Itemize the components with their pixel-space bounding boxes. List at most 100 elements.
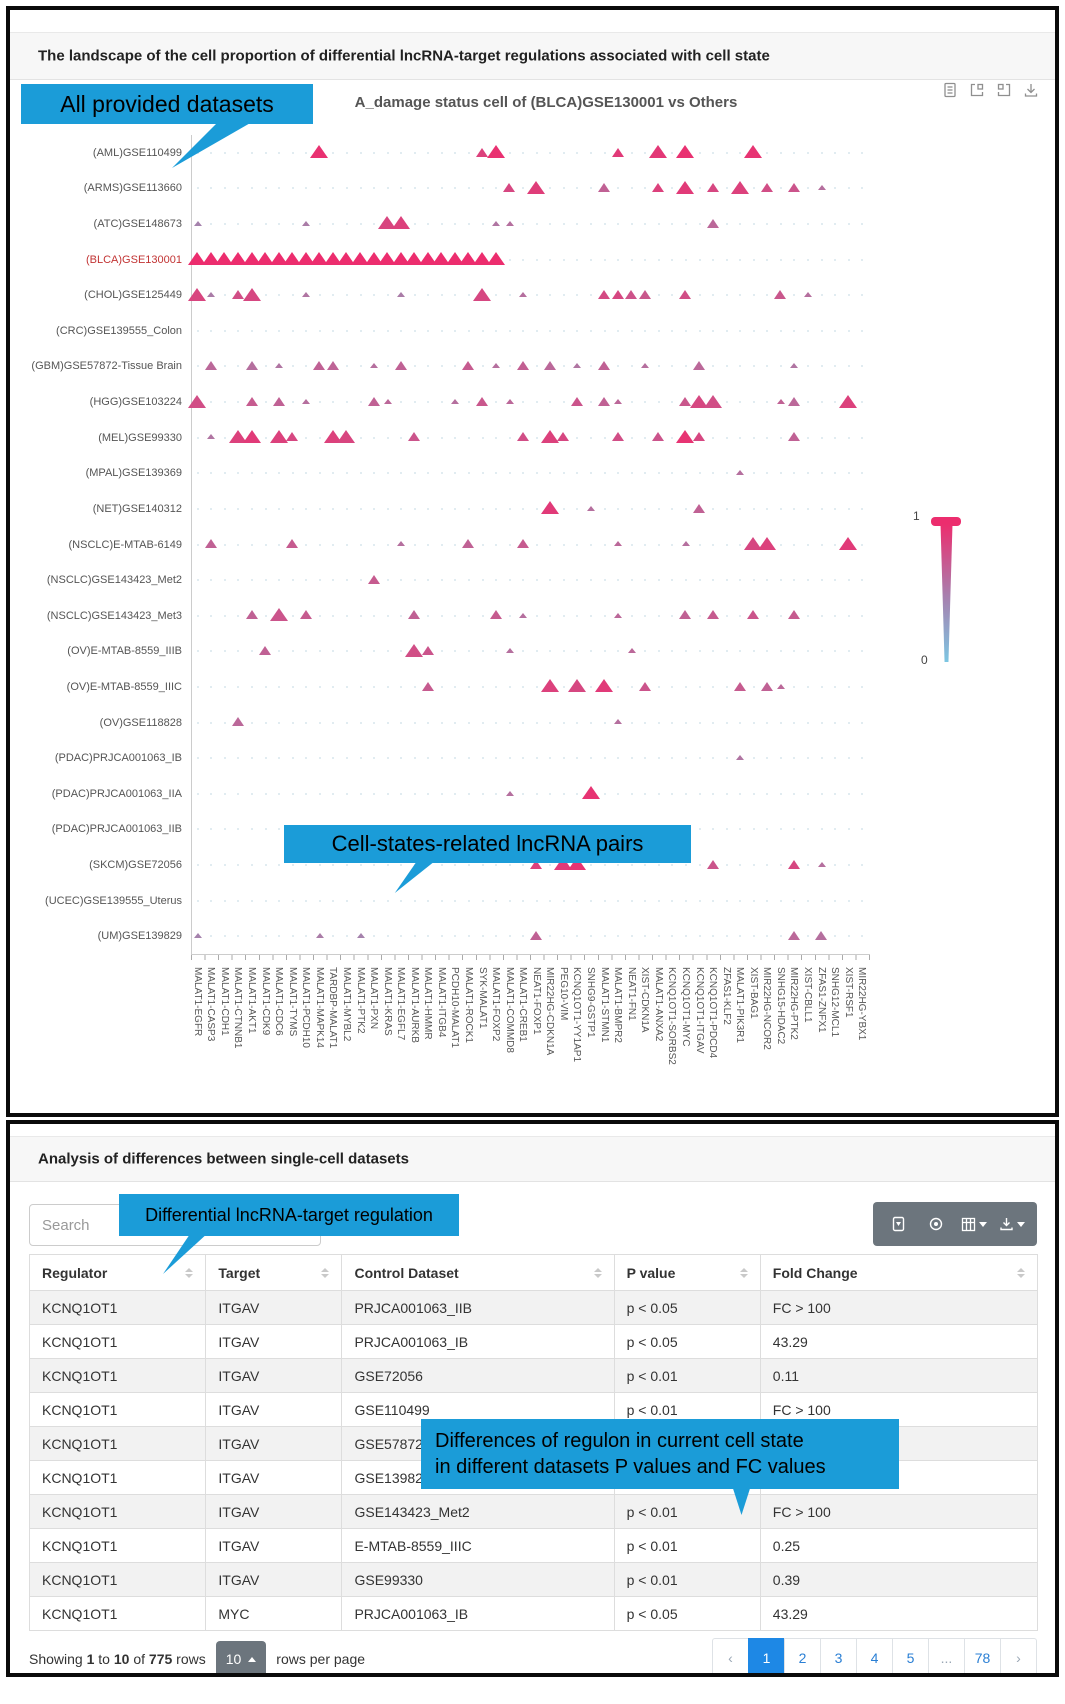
data-point-triangle[interactable]: [231, 717, 244, 727]
data-view-icon[interactable]: [942, 82, 958, 98]
data-point-triangle[interactable]: [299, 610, 312, 620]
data-point-triangle[interactable]: [703, 394, 722, 408]
data-point-triangle[interactable]: [839, 394, 858, 408]
data-point-triangle[interactable]: [760, 681, 773, 691]
data-point-triangle[interactable]: [337, 252, 356, 266]
data-point-triangle[interactable]: [690, 394, 708, 408]
sort-icon[interactable]: [185, 1267, 194, 1278]
data-point-triangle[interactable]: [394, 361, 407, 371]
data-point-triangle[interactable]: [787, 930, 800, 940]
data-point-triangle[interactable]: [473, 287, 492, 301]
data-point-triangle[interactable]: [614, 541, 623, 547]
data-point-triangle[interactable]: [736, 754, 745, 760]
data-point-triangle[interactable]: [313, 361, 326, 371]
column-header-control-dataset[interactable]: Control Dataset: [341, 1254, 615, 1291]
data-point-triangle[interactable]: [557, 432, 570, 442]
data-point-triangle[interactable]: [516, 432, 529, 442]
data-point-triangle[interactable]: [681, 541, 690, 547]
data-point-triangle[interactable]: [245, 610, 258, 620]
data-point-triangle[interactable]: [598, 396, 611, 406]
data-point-triangle[interactable]: [679, 610, 692, 620]
data-point-triangle[interactable]: [573, 363, 582, 369]
export-button[interactable]: [995, 1206, 1029, 1242]
data-point-triangle[interactable]: [598, 183, 611, 193]
data-point-triangle[interactable]: [505, 220, 514, 226]
data-point-triangle[interactable]: [652, 432, 665, 442]
data-point-triangle[interactable]: [323, 430, 342, 444]
data-point-triangle[interactable]: [256, 252, 275, 266]
data-point-triangle[interactable]: [638, 290, 651, 300]
data-point-triangle[interactable]: [486, 145, 505, 159]
data-point-triangle[interactable]: [776, 683, 785, 689]
data-point-triangle[interactable]: [315, 933, 324, 938]
data-point-triangle[interactable]: [451, 398, 460, 404]
data-point-triangle[interactable]: [462, 361, 475, 371]
data-point-triangle[interactable]: [641, 363, 650, 369]
data-point-triangle[interactable]: [540, 679, 559, 693]
data-point-triangle[interactable]: [595, 679, 614, 693]
data-point-triangle[interactable]: [228, 430, 247, 444]
data-point-triangle[interactable]: [776, 398, 785, 404]
data-point-triangle[interactable]: [356, 933, 365, 938]
data-point-triangle[interactable]: [378, 216, 397, 230]
data-point-triangle[interactable]: [787, 396, 800, 406]
data-point-triangle[interactable]: [581, 786, 600, 800]
data-point-triangle[interactable]: [259, 646, 272, 656]
data-point-triangle[interactable]: [839, 536, 858, 550]
data-point-triangle[interactable]: [790, 363, 799, 369]
data-point-triangle[interactable]: [188, 287, 207, 301]
data-point-triangle[interactable]: [676, 180, 695, 194]
page-button-78[interactable]: 78: [964, 1638, 1001, 1673]
data-point-triangle[interactable]: [676, 430, 695, 444]
data-point-triangle[interactable]: [242, 252, 261, 266]
data-point-triangle[interactable]: [302, 220, 311, 226]
data-point-triangle[interactable]: [676, 145, 695, 159]
data-point-triangle[interactable]: [570, 396, 583, 406]
data-point-triangle[interactable]: [625, 290, 638, 300]
next-page-button[interactable]: ›: [1000, 1638, 1037, 1673]
data-point-triangle[interactable]: [432, 252, 451, 266]
data-point-triangle[interactable]: [679, 396, 692, 406]
data-point-triangle[interactable]: [505, 790, 514, 796]
data-point-triangle[interactable]: [627, 648, 636, 654]
data-point-triangle[interactable]: [207, 292, 216, 298]
data-point-triangle[interactable]: [310, 145, 329, 159]
page-button-5[interactable]: 5: [892, 1638, 929, 1673]
data-point-triangle[interactable]: [652, 183, 665, 193]
sort-icon[interactable]: [739, 1267, 748, 1278]
previous-page-button[interactable]: ‹: [712, 1638, 749, 1673]
data-point-triangle[interactable]: [679, 290, 692, 300]
data-point-triangle[interactable]: [693, 361, 705, 371]
data-point-triangle[interactable]: [351, 252, 369, 266]
data-point-triangle[interactable]: [286, 432, 299, 442]
data-point-triangle[interactable]: [611, 432, 624, 442]
data-point-triangle[interactable]: [269, 608, 288, 622]
data-point-triangle[interactable]: [459, 252, 478, 266]
data-point-triangle[interactable]: [527, 180, 546, 194]
data-point-triangle[interactable]: [364, 252, 383, 266]
data-point-triangle[interactable]: [397, 292, 406, 298]
data-point-triangle[interactable]: [598, 361, 611, 371]
data-point-triangle[interactable]: [476, 396, 489, 406]
data-point-triangle[interactable]: [405, 643, 424, 657]
data-point-triangle[interactable]: [817, 185, 826, 191]
data-point-triangle[interactable]: [530, 859, 543, 869]
frame-icon[interactable]: [969, 82, 985, 98]
data-point-triangle[interactable]: [505, 648, 514, 654]
data-point-triangle[interactable]: [272, 396, 285, 406]
data-point-triangle[interactable]: [803, 292, 812, 298]
data-point-triangle[interactable]: [296, 252, 315, 266]
data-point-triangle[interactable]: [445, 252, 464, 266]
data-point-triangle[interactable]: [228, 252, 247, 266]
data-point-triangle[interactable]: [302, 398, 311, 404]
data-point-triangle[interactable]: [530, 930, 543, 940]
data-point-triangle[interactable]: [231, 290, 244, 300]
columns-button[interactable]: [957, 1206, 991, 1242]
data-point-triangle[interactable]: [614, 398, 623, 404]
data-point-triangle[interactable]: [405, 252, 424, 266]
data-point-triangle[interactable]: [242, 287, 261, 301]
data-point-triangle[interactable]: [207, 434, 216, 440]
data-point-triangle[interactable]: [598, 290, 611, 300]
data-point-triangle[interactable]: [693, 432, 705, 442]
data-point-triangle[interactable]: [391, 252, 410, 266]
